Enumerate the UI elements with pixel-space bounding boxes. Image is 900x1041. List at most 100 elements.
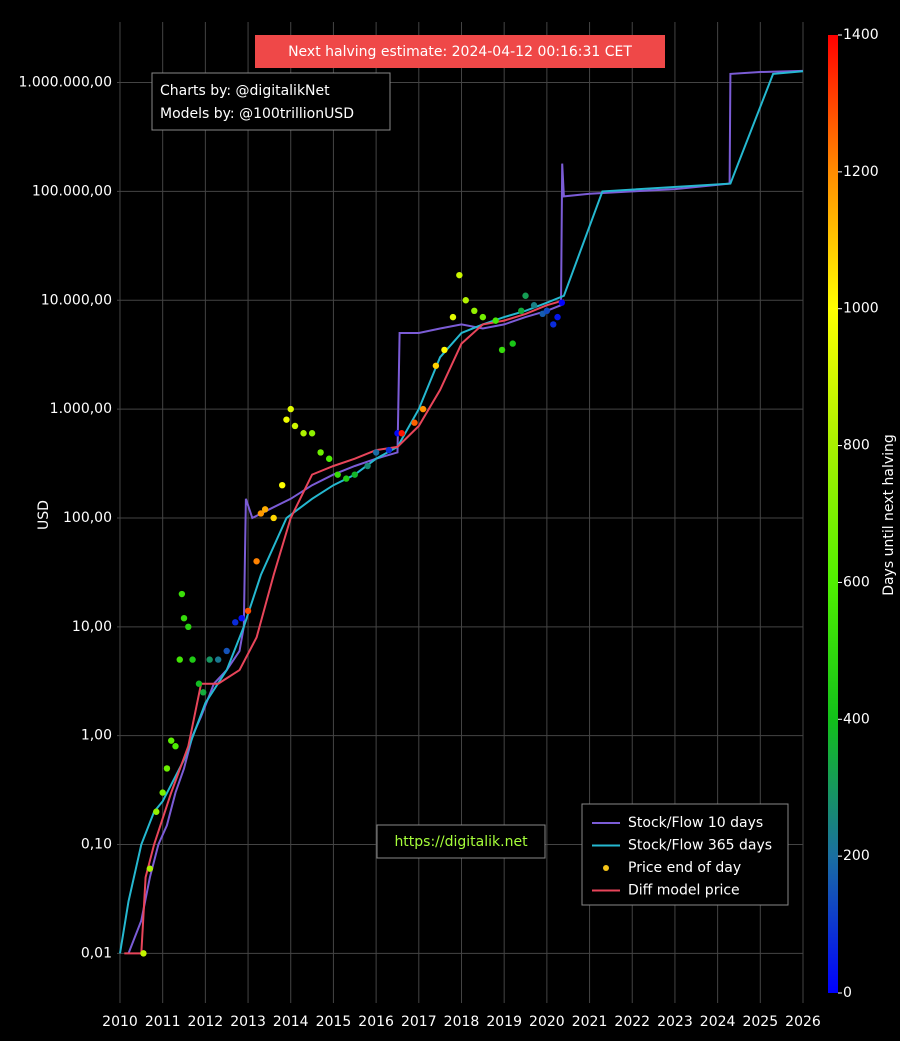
- price-dot: [185, 623, 192, 631]
- price-dot: [441, 346, 448, 354]
- colorbar-title: Days until next halving: [881, 434, 897, 596]
- price-dot: [317, 449, 324, 456]
- price-dot: [498, 346, 506, 354]
- price-dot: [195, 680, 203, 687]
- price-dot: [176, 656, 183, 663]
- price-dot: [522, 292, 529, 299]
- colorbar-tick-label: 0: [843, 985, 852, 1001]
- price-dot: [558, 299, 566, 306]
- colorbar-tick-label: 1200: [843, 164, 879, 180]
- price-dot: [530, 302, 538, 309]
- legend-label: Price end of day: [628, 860, 741, 876]
- price-dot: [456, 271, 463, 279]
- price-dot: [385, 446, 393, 454]
- legend-label: Stock/Flow 10 days: [628, 815, 763, 831]
- x-tick-label: 2025: [742, 1014, 778, 1030]
- price-dot: [163, 765, 171, 772]
- price-dot: [200, 689, 207, 696]
- colorbar: [828, 35, 838, 993]
- legend-label: Diff model price: [628, 883, 740, 899]
- x-tick-label: 2016: [358, 1014, 394, 1030]
- credits-box: [151, 72, 391, 131]
- price-dot: [325, 455, 333, 462]
- price-dot: [283, 416, 290, 423]
- price-dot: [238, 614, 245, 622]
- colorbar-tick-label: 600: [843, 574, 870, 590]
- x-tick-label: 2023: [657, 1014, 693, 1030]
- x-tick-label: 2014: [273, 1014, 309, 1030]
- x-tick-label: 2019: [486, 1014, 522, 1030]
- price-dot: [351, 471, 358, 478]
- price-dot: [492, 317, 499, 324]
- price-dot: [449, 313, 457, 321]
- price-dot: [244, 607, 252, 615]
- price-dot: [261, 506, 269, 513]
- price-dot: [214, 656, 222, 663]
- price-dot: [509, 340, 516, 347]
- price-dot: [300, 430, 307, 437]
- y-axis-label: USD: [36, 500, 52, 530]
- legend: Stock/Flow 10 days Stock/Flow 365 days Pri…: [581, 803, 789, 906]
- price-dot: [178, 590, 186, 598]
- series-line: [127, 69, 804, 954]
- halving-box: [255, 35, 665, 68]
- legend-label: Stock/Flow 365 days: [628, 838, 772, 854]
- price-dot: [159, 789, 166, 796]
- price-dot: [172, 743, 179, 750]
- y-tick-label: 10,00: [72, 619, 112, 635]
- price-dot: [140, 950, 147, 957]
- y-tick-label: 1,00: [81, 728, 112, 744]
- price-dot: [308, 430, 316, 437]
- x-tick-label: 2010: [102, 1014, 138, 1030]
- y-tick-label: 1.000.000,00: [18, 75, 112, 91]
- y-tick-label: 0,01: [81, 945, 112, 961]
- colorbar-tick-label: 1000: [843, 301, 879, 317]
- colorbar-tick-label: 800: [843, 438, 870, 454]
- price-dot: [432, 362, 440, 369]
- price-dot: [471, 307, 478, 315]
- colorbar-tick-label: 400: [843, 711, 870, 727]
- x-tick-label: 2018: [444, 1014, 480, 1030]
- price-dot: [223, 647, 230, 655]
- x-tick-label: 2020: [529, 1014, 565, 1030]
- price-dot: [291, 422, 299, 430]
- colorbar-tick-label: 1400: [843, 27, 879, 43]
- price-dot: [232, 619, 239, 626]
- price-dot: [372, 449, 380, 456]
- price-dot: [364, 462, 371, 470]
- price-dot: [398, 430, 405, 437]
- x-tick-label: 2021: [572, 1014, 608, 1030]
- price-dot: [189, 656, 196, 663]
- y-tick-label: 0,10: [81, 837, 112, 853]
- price-dot: [253, 558, 260, 565]
- price-dot: [411, 419, 418, 426]
- price-dot: [462, 297, 469, 304]
- x-tick-label: 2017: [401, 1014, 437, 1030]
- url-box: [376, 824, 546, 859]
- price-dot: [206, 656, 213, 663]
- y-tick-label: 10.000,00: [41, 292, 112, 308]
- credits-charts: Charts by: @digitalikNet: [160, 83, 330, 99]
- legend-box: [581, 803, 789, 906]
- series-line: [124, 299, 565, 955]
- price-dot: [153, 808, 160, 815]
- price-dot: [479, 313, 487, 321]
- x-tick-label: 2011: [145, 1014, 181, 1030]
- price-dot: [334, 471, 341, 478]
- x-tick-label: 2024: [700, 1014, 736, 1030]
- x-tick-label: 2026: [785, 1014, 821, 1030]
- y-tick-label: 1.000,00: [50, 401, 112, 417]
- halving-annotation: Next halving estimate: 2024-04-12 00:16:…: [288, 44, 632, 60]
- credits-models: Models by: @100trillionUSD: [160, 106, 354, 122]
- colorbar-tick-label: 200: [843, 848, 870, 864]
- price-dot: [146, 865, 154, 872]
- x-tick-label: 2013: [230, 1014, 266, 1030]
- x-tick-label: 2022: [614, 1014, 650, 1030]
- legend-marker: [603, 865, 609, 871]
- x-tick-label: 2012: [188, 1014, 224, 1030]
- price-dot: [343, 475, 350, 482]
- price-dot: [550, 321, 557, 328]
- price-dot: [270, 514, 277, 522]
- x-tick-label: 2015: [316, 1014, 352, 1030]
- price-dot: [279, 481, 286, 489]
